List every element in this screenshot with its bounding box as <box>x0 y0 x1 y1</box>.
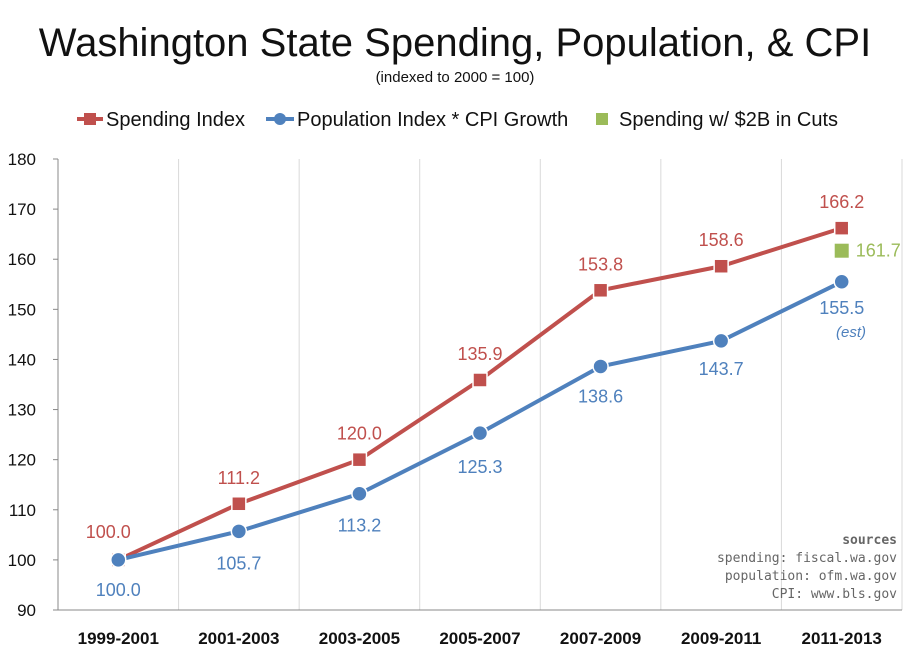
data-label-spending: 100.0 <box>86 522 131 542</box>
legend-item-population-cpi: Population Index * CPI Growth <box>266 109 568 131</box>
data-labels: 100.0 111.2 120.0 135.9 153.8 158.6 166.2 100.0… <box>86 192 901 600</box>
data-label-population: 138.6 <box>578 386 623 406</box>
marker-spending <box>592 282 609 299</box>
data-label-spending: 158.6 <box>699 230 744 250</box>
x-tick-label: 2007-2009 <box>560 629 641 648</box>
source-cpi: CPI: www.bls.gov <box>772 587 897 602</box>
source-population: population: ofm.wa.gov <box>725 569 897 584</box>
y-tick-label: 120 <box>8 451 36 470</box>
data-label-spending: 120.0 <box>337 424 382 444</box>
marker-spending <box>713 258 729 274</box>
sources-block: sources spending: fiscal.wa.gov populati… <box>717 533 897 602</box>
data-label-spending: 135.9 <box>457 344 502 364</box>
legend: Spending Index Population Index * CPI Gr… <box>77 109 838 131</box>
series-markers <box>110 220 850 569</box>
y-tick-label: 180 <box>8 150 36 169</box>
legend-label-population: Population Index * CPI Growth <box>297 109 568 131</box>
estimate-note: (est) <box>836 324 866 341</box>
y-axis: 90 100 110 120 130 140 150 160 170 180 <box>8 150 59 620</box>
marker-population <box>230 523 248 540</box>
marker-spending <box>472 372 488 388</box>
chart-title: Washington State Spending, Population, &… <box>39 21 871 65</box>
marker-population <box>833 273 850 291</box>
data-label-population: 105.7 <box>216 553 261 573</box>
legend-marker-cuts <box>596 113 608 125</box>
legend-marker-spending <box>84 113 96 125</box>
legend-item-spending-index: Spending Index <box>77 109 245 131</box>
marker-population <box>351 485 368 502</box>
data-label-spending: 166.2 <box>819 192 864 212</box>
source-spending: spending: fiscal.wa.gov <box>717 551 897 566</box>
marker-spending-cuts <box>834 243 849 258</box>
marker-spending <box>351 451 368 468</box>
x-tick-label: 2005-2007 <box>439 629 520 648</box>
data-label-population: 155.5 <box>819 298 864 318</box>
marker-population <box>592 358 609 375</box>
data-label-spending: 153.8 <box>578 254 623 274</box>
marker-population <box>110 551 127 569</box>
y-tick-label: 150 <box>8 300 36 319</box>
y-tick-label: 140 <box>8 350 36 369</box>
y-tick-label: 110 <box>9 501 36 520</box>
marker-spending <box>231 496 247 512</box>
data-label-population: 113.2 <box>338 516 382 536</box>
x-tick-label: 2003-2005 <box>319 629 400 648</box>
x-tick-label: 2011-2013 <box>802 629 882 648</box>
y-tick-label: 170 <box>8 200 36 219</box>
data-label-spending-cuts: 161.7 <box>856 241 901 261</box>
marker-spending <box>833 220 850 236</box>
series-lines <box>117 226 843 562</box>
marker-population <box>712 332 730 350</box>
legend-item-spending-cuts: Spending w/ $2B in Cuts <box>596 109 838 131</box>
marker-population <box>471 424 489 442</box>
x-tick-label: 2009-2011 <box>681 629 761 648</box>
y-tick-label: 100 <box>8 551 36 570</box>
legend-label-cuts: Spending w/ $2B in Cuts <box>619 109 838 131</box>
x-tick-label: 2001-2003 <box>198 629 279 648</box>
legend-label-spending: Spending Index <box>106 109 245 131</box>
y-tick-label: 160 <box>8 250 36 269</box>
series-line-spending <box>117 226 843 562</box>
x-axis: 1999-2001 2001-2003 2003-2005 2005-2007 2007… <box>58 609 902 648</box>
y-tick-label: 90 <box>17 601 36 620</box>
legend-marker-population <box>274 113 286 125</box>
series-line-population <box>117 279 843 562</box>
chart-subtitle: (indexed to 2000 = 100) <box>376 69 535 86</box>
x-tick-label: 1999-2001 <box>78 629 159 648</box>
data-label-population: 100.0 <box>96 580 141 600</box>
sources-title: sources <box>842 533 897 548</box>
data-label-population: 143.7 <box>699 359 744 379</box>
y-tick-label: 130 <box>8 401 36 420</box>
data-label-spending: 111.2 <box>218 468 260 488</box>
data-label-population: 125.3 <box>457 457 502 477</box>
